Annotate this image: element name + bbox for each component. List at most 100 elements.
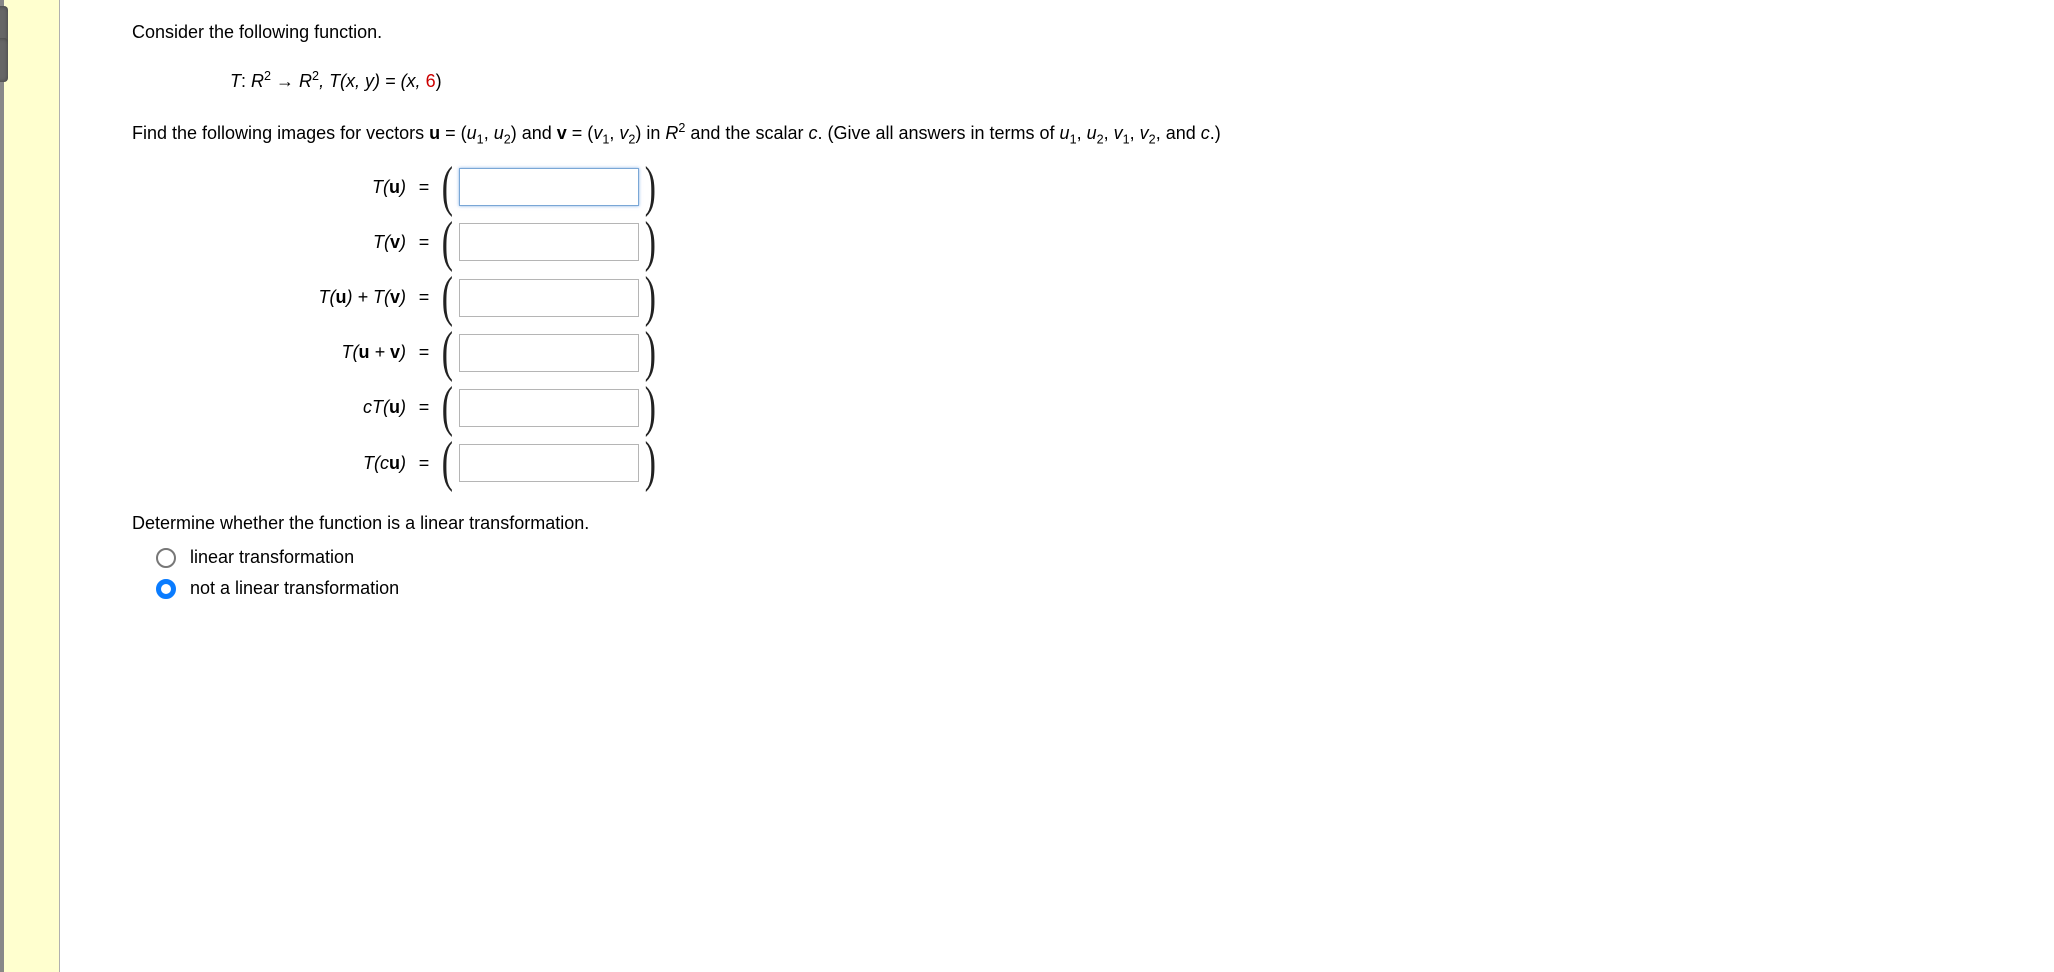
radio-label: linear transformation — [190, 547, 354, 568]
left-paren-icon: ( — [441, 443, 455, 482]
binder-icon — [0, 6, 8, 88]
answers-block: T(u) = ( ) T(v) = ( ) T(u) + T(v) — [132, 168, 2034, 483]
def-exp1: 2 — [264, 69, 271, 83]
ft-c2: , — [1104, 123, 1114, 143]
right-paren-icon: ) — [643, 443, 657, 482]
find-in: in — [641, 123, 665, 143]
label-tu-plus-tv: T(u) + T(v) — [132, 287, 412, 308]
find-prefix: Find the following images for vectors — [132, 123, 429, 143]
right-paren-icon: ) — [643, 223, 657, 262]
input-tcu[interactable] — [459, 444, 639, 482]
left-paren-icon: ( — [441, 168, 455, 207]
input-tu[interactable] — [459, 168, 639, 206]
find-u1s: 1 — [477, 132, 484, 146]
determine-section: Determine whether the function is a line… — [132, 509, 2034, 600]
ft-v2: v — [1140, 123, 1149, 143]
label-tu: T(u) — [132, 177, 412, 198]
row-tu: T(u) = ( ) — [132, 168, 2034, 207]
sidebar — [0, 0, 60, 972]
ft-v1s: 1 — [1123, 132, 1130, 146]
def-arrow: → — [271, 71, 299, 91]
find-u2s: 2 — [504, 132, 511, 146]
find-tail: . (Give all answers in terms of — [817, 123, 1059, 143]
paren-group: ( ) — [436, 333, 661, 372]
radio-icon[interactable] — [156, 579, 176, 599]
find-eq2: = ( — [567, 123, 594, 143]
ft-and: and — [1166, 123, 1201, 143]
find-c2: , — [609, 123, 619, 143]
left-paren-icon: ( — [441, 223, 455, 262]
right-paren-icon: ) — [643, 278, 657, 317]
find-v1v: v — [593, 123, 602, 143]
radio-label: not a linear transformation — [190, 578, 399, 599]
find-scalar: and the scalar — [685, 123, 808, 143]
intro-text: Consider the following function. — [132, 18, 2034, 47]
radio-icon[interactable] — [156, 548, 176, 568]
find-u1v: u — [467, 123, 477, 143]
radio-option-linear[interactable]: linear transformation — [156, 547, 2034, 568]
right-paren-icon: ) — [643, 388, 657, 427]
row-tv: T(v) = ( ) — [132, 223, 2034, 262]
def-txy: , T(x, y) = (x, — [319, 71, 426, 91]
def-close: ) — [436, 71, 442, 91]
determine-question: Determine whether the function is a line… — [132, 509, 2034, 538]
ft-c1: , — [1077, 123, 1087, 143]
label-tcu: T(cu) — [132, 453, 412, 474]
input-ctu[interactable] — [459, 389, 639, 427]
ft-u2: u — [1087, 123, 1097, 143]
ft-end: .) — [1210, 123, 1221, 143]
input-t-u-plus-v[interactable] — [459, 334, 639, 372]
input-tu-plus-tv[interactable] — [459, 279, 639, 317]
find-v: v — [557, 123, 567, 143]
def-colon: : — [241, 71, 251, 91]
row-tu-plus-tv: T(u) + T(v) = ( ) — [132, 278, 2034, 317]
def-exp2: 2 — [312, 69, 319, 83]
find-v2v: v — [619, 123, 628, 143]
ft-u2s: 2 — [1097, 132, 1104, 146]
eq-sign: = — [412, 232, 436, 253]
radio-option-not-linear[interactable]: not a linear transformation — [156, 578, 2034, 599]
row-ctu: cT(u) = ( ) — [132, 388, 2034, 427]
eq-sign: = — [412, 397, 436, 418]
find-eq1: = ( — [440, 123, 467, 143]
left-paren-icon: ( — [441, 278, 455, 317]
right-paren-icon: ) — [643, 333, 657, 372]
ft-u1s: 1 — [1070, 132, 1077, 146]
ft-c3: , — [1130, 123, 1140, 143]
ft-v1: v — [1114, 123, 1123, 143]
eq-sign: = — [412, 177, 436, 198]
paren-group: ( ) — [436, 223, 661, 262]
label-ctu: cT(u) — [132, 397, 412, 418]
page: Consider the following function. T: R2 →… — [0, 0, 2054, 972]
eq-sign: = — [412, 287, 436, 308]
def-T: T — [230, 71, 241, 91]
def-R1: R — [251, 71, 264, 91]
left-paren-icon: ( — [441, 388, 455, 427]
paren-group: ( ) — [436, 168, 661, 207]
ft-v2s: 2 — [1149, 132, 1156, 146]
eq-sign: = — [412, 453, 436, 474]
find-R: R — [665, 123, 678, 143]
ft-c4: , — [1156, 123, 1166, 143]
find-c1: , — [484, 123, 494, 143]
label-t-u-plus-v: T(u + v) — [132, 342, 412, 363]
ft-c: c — [1201, 123, 1210, 143]
def-six: 6 — [426, 71, 436, 91]
input-tv[interactable] — [459, 223, 639, 261]
sidebar-edge — [0, 0, 4, 972]
find-text: Find the following images for vectors u … — [132, 118, 2034, 150]
paren-group: ( ) — [436, 388, 661, 427]
row-t-u-plus-v: T(u + v) = ( ) — [132, 333, 2034, 372]
left-paren-icon: ( — [441, 333, 455, 372]
function-definition: T: R2 → R2, T(x, y) = (x, 6) — [230, 69, 2034, 92]
find-u: u — [429, 123, 440, 143]
eq-sign: = — [412, 342, 436, 363]
paren-group: ( ) — [436, 278, 661, 317]
right-paren-icon: ) — [643, 168, 657, 207]
row-tcu: T(cu) = ( ) — [132, 443, 2034, 482]
find-and: and — [517, 123, 557, 143]
def-R2: R — [299, 71, 312, 91]
find-u2v: u — [494, 123, 504, 143]
paren-group: ( ) — [436, 443, 661, 482]
question-content: Consider the following function. T: R2 →… — [60, 0, 2054, 972]
